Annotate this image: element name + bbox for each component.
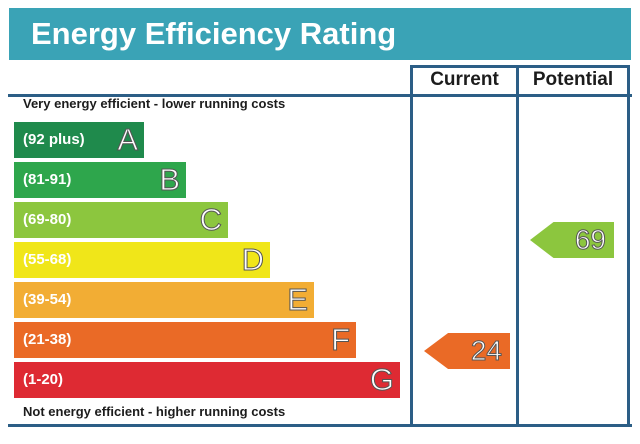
band-b: (81-91) B — [14, 162, 186, 198]
page-title: Energy Efficiency Rating — [31, 16, 397, 51]
header-bar: Energy Efficiency Rating — [9, 8, 631, 60]
bottom-caption: Not energy efficient - higher running co… — [23, 404, 286, 419]
band-letter: D — [241, 242, 264, 278]
band-range: (55-68) — [23, 251, 72, 268]
band-a: (92 plus) A — [14, 122, 144, 158]
current-rating-value: 24 — [470, 335, 502, 367]
frame-bottom-line — [8, 424, 632, 427]
band-letter: C — [199, 202, 222, 238]
band-range: (81-91) — [23, 171, 72, 188]
band-range: (69-80) — [23, 211, 72, 228]
band-range: (92 plus) — [23, 131, 85, 148]
band-letter: G — [369, 362, 394, 398]
frame-divider-right — [627, 65, 630, 427]
band-letter: A — [117, 122, 139, 158]
band-e: (39-54) E — [14, 282, 314, 318]
frame-divider-middle — [516, 65, 519, 427]
band-c: (69-80) C — [14, 202, 228, 238]
frame-header-line — [8, 94, 632, 97]
top-caption: Very energy efficient - lower running co… — [23, 96, 286, 111]
band-range: (1-20) — [23, 371, 64, 388]
band-f: (21-38) F — [14, 322, 356, 358]
band-g: (1-20) G — [14, 362, 400, 398]
band-letter: B — [159, 162, 181, 198]
potential-column-header: Potential — [532, 69, 614, 90]
band-d: (55-68) D — [14, 242, 270, 278]
band-letter: E — [287, 282, 309, 318]
frame-top-line — [410, 65, 630, 68]
current-column-header: Current — [430, 69, 499, 90]
frame-divider-left — [410, 65, 413, 427]
potential-rating-arrow: 69 — [530, 222, 614, 258]
potential-rating-value: 69 — [574, 224, 606, 256]
band-range: (21-38) — [23, 331, 72, 348]
current-rating-arrow: 24 — [424, 333, 510, 369]
band-letter: F — [331, 322, 351, 358]
rating-chart: Current Potential Very energy efficient … — [8, 65, 632, 427]
band-range: (39-54) — [23, 291, 72, 308]
